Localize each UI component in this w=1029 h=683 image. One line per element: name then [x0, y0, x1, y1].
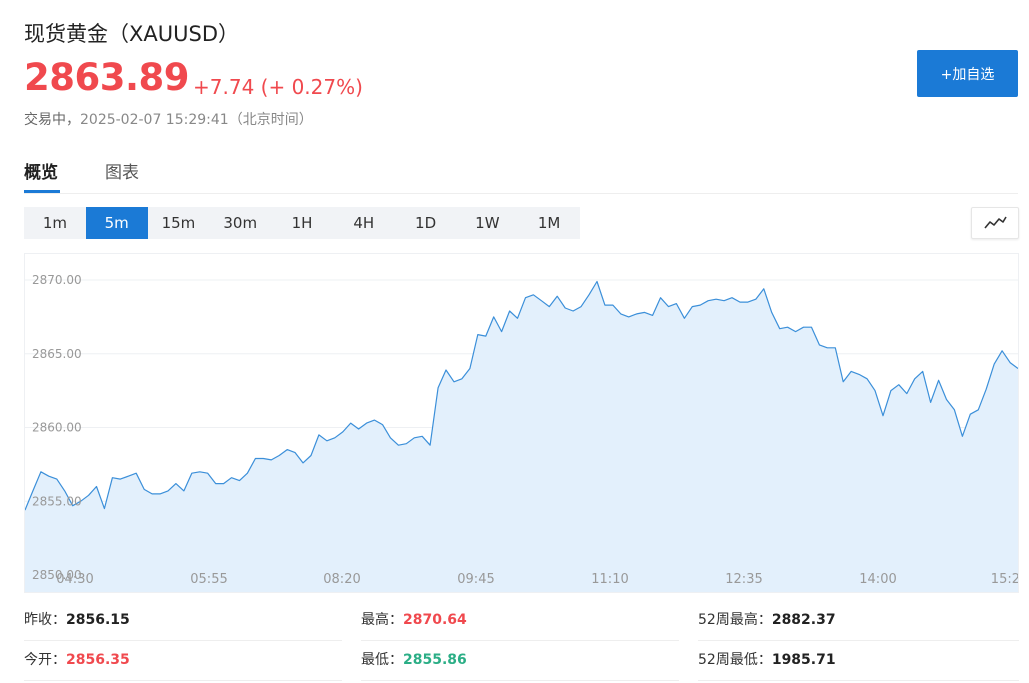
x-tick-label: 08:20 [323, 572, 360, 587]
stat-prev-close: 昨收：2856.15 [24, 600, 342, 641]
period-1w[interactable]: 1W [475, 214, 500, 232]
x-tick-label: 11:10 [591, 572, 628, 587]
y-tick-label: 2850.00 [32, 568, 82, 582]
y-tick-label: 2870.00 [32, 273, 82, 287]
stat-low: 最低：2855.86 [361, 640, 679, 681]
y-tick-label: 2865.00 [32, 347, 82, 361]
x-tick-label: 04:30 [56, 572, 93, 587]
stat-high: 最高：2870.64 [361, 600, 679, 641]
period-5m[interactable]: 5m [85, 207, 148, 239]
period-1mo[interactable]: 1M [537, 214, 561, 232]
stats-panel: 昨收：2856.15 最高：2870.64 52周最高：2882.37 今开：2… [24, 600, 1019, 681]
add-to-watchlist-button[interactable]: +加自选 [917, 50, 1018, 97]
period-30m[interactable]: 30m [223, 214, 258, 232]
trading-status: 交易中，2025-02-07 15:29:41（北京时间） [24, 109, 313, 129]
tab-chart[interactable]: 图表 [105, 163, 139, 183]
page-title: 现货黄金（XAUUSD） [24, 22, 239, 46]
x-tick-label: 12:35 [725, 572, 762, 587]
stat-open-label: 今开： [24, 652, 66, 668]
line-chart-icon [984, 216, 1007, 229]
stat-high-value: 2870.64 [403, 612, 467, 628]
current-price: 2863.89 [24, 56, 190, 99]
tab-overview[interactable]: 概览 [24, 163, 58, 183]
period-1m[interactable]: 1m [42, 214, 67, 232]
x-tick-label: 14:00 [859, 572, 896, 587]
status-timestamp: 2025-02-07 15:29:41（北京时间） [80, 112, 313, 128]
y-tick-label: 2860.00 [32, 421, 82, 435]
stat-high-label: 最高： [361, 612, 403, 628]
y-tick-label: 2855.00 [32, 494, 82, 508]
period-selector: 1m 5m 15m 30m 1H 4H 1D 1W 1M [24, 207, 580, 239]
stat-52wk-high-value: 2882.37 [771, 612, 836, 628]
period-1h[interactable]: 1H [291, 214, 313, 232]
x-tick-label: 05:55 [190, 572, 227, 587]
period-1d[interactable]: 1D [415, 214, 437, 232]
stat-open: 今开：2856.35 [24, 640, 342, 681]
stat-52wk-low-label: 52周最低： [698, 652, 772, 668]
chart-type-button[interactable] [971, 207, 1019, 239]
stat-52wk-high: 52周最高：2882.37 [698, 600, 1019, 641]
stat-52wk-high-label: 52周最高： [698, 612, 772, 628]
stat-prev-close-label: 昨收： [24, 612, 66, 628]
stat-low-label: 最低： [361, 652, 403, 668]
price-area [25, 281, 1018, 592]
price-change: +7.74 (+ 0.27%) [193, 75, 363, 99]
stat-low-value: 2855.86 [403, 652, 467, 668]
period-4h[interactable]: 4H [353, 214, 375, 232]
price-chart[interactable]: 2850.00 2855.00 2860.00 2865.00 2870.00 04:30… [24, 253, 1019, 593]
status-label: 交易中， [24, 112, 80, 128]
active-tab-indicator [24, 190, 60, 193]
stat-52wk-low-value: 1985.71 [771, 652, 836, 668]
price-chart-svg: 2850.00 2855.00 2860.00 2865.00 2870.00 04:30… [25, 273, 1019, 592]
x-tick-label: 09:45 [457, 572, 494, 587]
price-line [25, 280, 1018, 511]
stat-52wk-low: 52周最低：1985.71 [698, 640, 1019, 681]
period-15m[interactable]: 15m [161, 214, 196, 232]
tab-bar: 概览 图表 [24, 150, 1018, 194]
x-tick-label: 15:2 [991, 572, 1019, 587]
stat-open-value: 2856.35 [66, 652, 130, 668]
stat-prev-close-value: 2856.15 [66, 612, 130, 628]
